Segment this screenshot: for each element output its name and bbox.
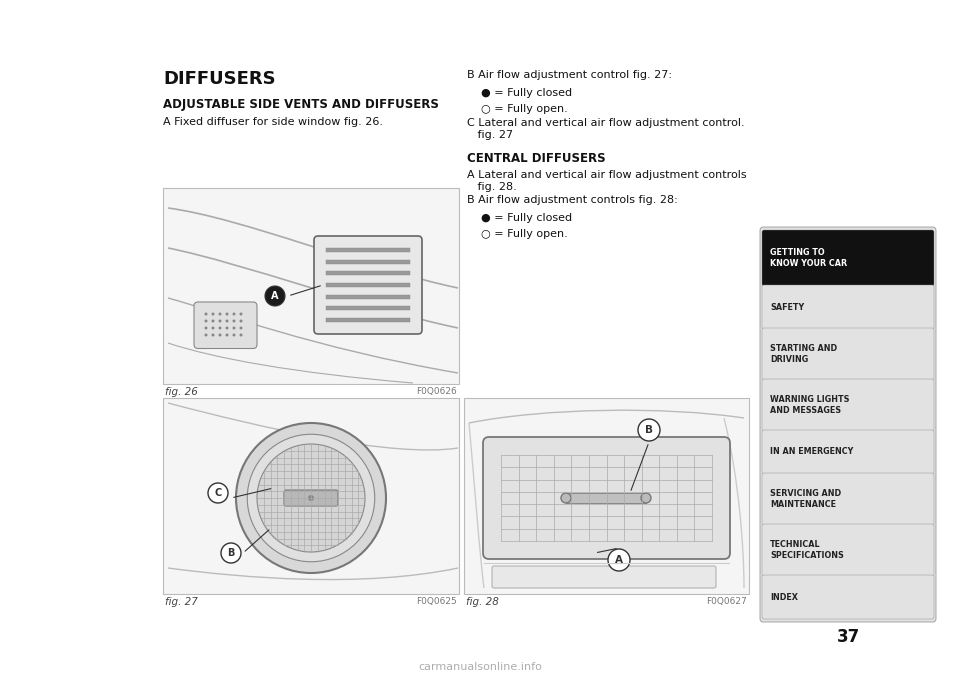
Circle shape [608, 549, 630, 571]
Bar [326, 295, 410, 299]
Text: B: B [645, 425, 653, 435]
Text: fig. 28: fig. 28 [466, 597, 499, 607]
Text: C: C [214, 488, 222, 498]
Circle shape [239, 327, 243, 329]
FancyBboxPatch shape [762, 430, 934, 474]
Text: C Lateral and vertical air flow adjustment control.
   fig. 27: C Lateral and vertical air flow adjustme… [467, 118, 745, 140]
Text: ● = Fully closed: ● = Fully closed [481, 88, 572, 98]
FancyBboxPatch shape [483, 437, 730, 559]
Text: fig. 27: fig. 27 [165, 597, 198, 607]
Text: SAFETY: SAFETY [770, 303, 804, 312]
Text: ○ = Fully open.: ○ = Fully open. [481, 229, 567, 239]
Bar [163, 398, 459, 594]
Circle shape [204, 312, 207, 316]
FancyBboxPatch shape [314, 236, 422, 334]
Circle shape [219, 333, 222, 337]
Text: B: B [228, 548, 234, 558]
Bar [326, 318, 410, 322]
Text: ● = Fully closed: ● = Fully closed [481, 213, 572, 223]
FancyBboxPatch shape [762, 524, 934, 576]
Circle shape [204, 333, 207, 337]
Circle shape [226, 327, 228, 329]
FancyBboxPatch shape [760, 227, 936, 622]
Circle shape [265, 286, 285, 306]
Text: STARTING AND
DRIVING: STARTING AND DRIVING [770, 344, 837, 364]
Circle shape [638, 419, 660, 441]
FancyBboxPatch shape [762, 575, 934, 619]
Text: TECHNICAL
SPECIFICATIONS: TECHNICAL SPECIFICATIONS [770, 540, 844, 560]
Circle shape [211, 320, 214, 323]
Text: B Air flow adjustment control fig. 27:: B Air flow adjustment control fig. 27: [467, 70, 672, 80]
Bar [326, 248, 410, 252]
Circle shape [232, 327, 235, 329]
Circle shape [226, 333, 228, 337]
Circle shape [232, 333, 235, 337]
Text: fig. 26: fig. 26 [165, 387, 198, 397]
Circle shape [232, 320, 235, 323]
Bar [326, 272, 410, 275]
Circle shape [211, 312, 214, 316]
FancyBboxPatch shape [762, 328, 934, 380]
FancyBboxPatch shape [284, 490, 338, 506]
Bar [326, 259, 410, 263]
Circle shape [204, 327, 207, 329]
Text: ○ = Fully open.: ○ = Fully open. [481, 104, 567, 114]
Circle shape [561, 493, 571, 503]
Text: A: A [615, 555, 623, 565]
Text: B Air flow adjustment controls fig. 28:: B Air flow adjustment controls fig. 28: [467, 195, 678, 205]
FancyBboxPatch shape [194, 302, 257, 348]
Circle shape [219, 327, 222, 329]
Circle shape [226, 320, 228, 323]
FancyBboxPatch shape [762, 285, 934, 329]
Circle shape [641, 493, 651, 503]
FancyBboxPatch shape [762, 230, 934, 286]
FancyBboxPatch shape [762, 379, 934, 431]
Circle shape [236, 423, 386, 573]
Circle shape [226, 312, 228, 316]
Circle shape [239, 333, 243, 337]
Text: CENTRAL DIFFUSERS: CENTRAL DIFFUSERS [467, 152, 606, 165]
Text: A Lateral and vertical air flow adjustment controls
   fig. 28.: A Lateral and vertical air flow adjustme… [467, 170, 747, 191]
Circle shape [239, 312, 243, 316]
Text: A: A [272, 291, 278, 301]
Circle shape [221, 543, 241, 563]
Circle shape [211, 327, 214, 329]
Text: SERVICING AND
MAINTENANCE: SERVICING AND MAINTENANCE [770, 489, 841, 509]
Text: DIFFUSERS: DIFFUSERS [163, 70, 276, 88]
Text: ADJUSTABLE SIDE VENTS AND DIFFUSERS: ADJUSTABLE SIDE VENTS AND DIFFUSERS [163, 98, 439, 111]
Circle shape [257, 444, 365, 552]
Text: WARNING LIGHTS
AND MESSAGES: WARNING LIGHTS AND MESSAGES [770, 395, 850, 415]
Bar [163, 188, 459, 384]
Circle shape [232, 312, 235, 316]
Circle shape [248, 435, 374, 562]
Text: F0Q0626: F0Q0626 [417, 387, 457, 396]
Text: F0Q0625: F0Q0625 [417, 597, 457, 606]
Bar [326, 306, 410, 310]
Bar [566, 493, 646, 503]
Circle shape [239, 320, 243, 323]
Circle shape [204, 320, 207, 323]
Text: IN AN EMERGENCY: IN AN EMERGENCY [770, 447, 853, 456]
Circle shape [219, 320, 222, 323]
Text: GETTING TO
KNOW YOUR CAR: GETTING TO KNOW YOUR CAR [770, 248, 847, 268]
Circle shape [211, 333, 214, 337]
Bar [464, 398, 749, 594]
Text: F0Q0627: F0Q0627 [707, 597, 747, 606]
Bar [326, 283, 410, 287]
Circle shape [208, 483, 228, 503]
Circle shape [308, 495, 314, 501]
Text: 37: 37 [836, 628, 859, 646]
FancyBboxPatch shape [762, 473, 934, 525]
Circle shape [219, 312, 222, 316]
Text: carmanualsonline.info: carmanualsonline.info [418, 662, 542, 672]
Text: INDEX: INDEX [770, 593, 798, 602]
FancyBboxPatch shape [492, 566, 716, 588]
Text: A Fixed diffuser for side window fig. 26.: A Fixed diffuser for side window fig. 26… [163, 117, 383, 127]
